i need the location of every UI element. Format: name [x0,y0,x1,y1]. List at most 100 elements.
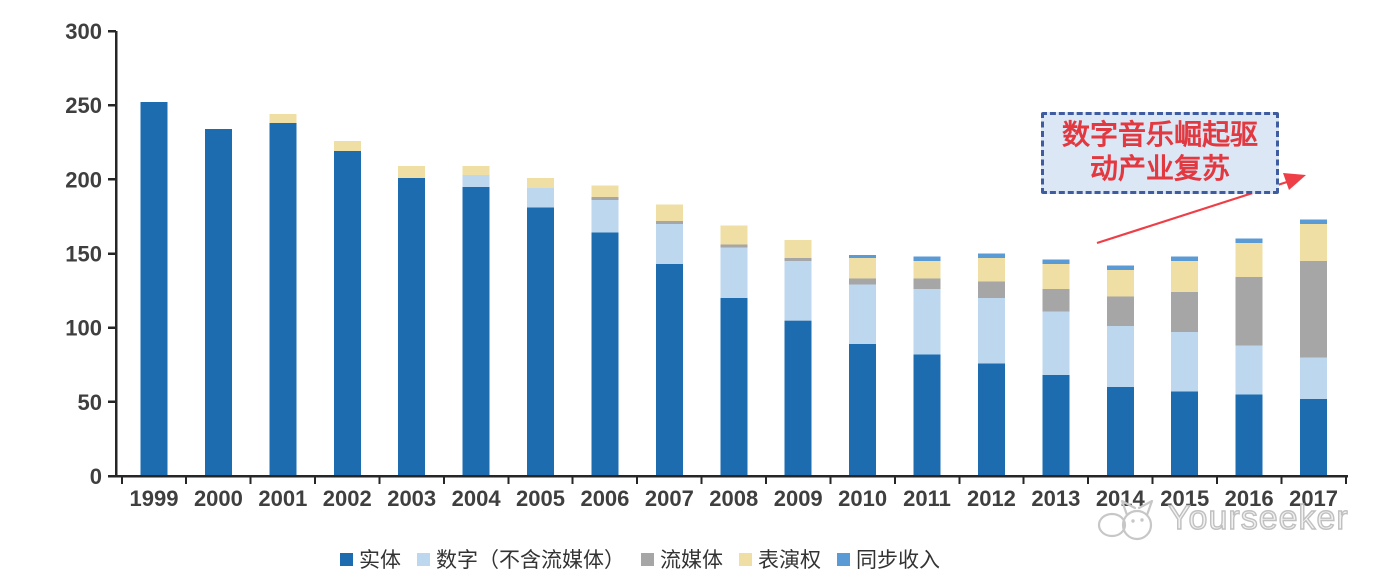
y-axis-tick-label: 150 [65,242,102,267]
bar-segment-实体-2002 [333,151,361,476]
bar-segment-实体-2004 [462,186,490,477]
legend-swatch-icon [417,552,430,566]
x-axis-year-label: 2007 [645,486,694,511]
x-axis-year-label: 2017 [1289,486,1338,511]
bar-segment-表演权-2003 [398,166,426,178]
x-axis-year-label: 2011 [903,486,951,511]
bar-segment-表演权-2013 [1042,263,1070,290]
y-axis-tick-label: 100 [65,316,102,341]
bar-segment-数字（不含流媒体）-2017 [1300,357,1328,399]
x-axis-year-label: 2005 [516,486,565,511]
bar-segment-流媒体-2009 [784,257,812,261]
y-axis-tick-label: 300 [65,19,102,44]
bar-segment-流媒体-2012 [978,281,1005,298]
bar-segment-流媒体-2014 [1106,296,1134,327]
bar-segment-实体-1999 [140,102,168,476]
x-axis-year-label: 2013 [1031,486,1080,511]
bar-segment-数字（不含流媒体）-2005 [527,188,554,208]
bar-segment-实体-2000 [204,128,232,476]
bar-segment-表演权-2017 [1300,223,1328,261]
x-axis-year-label: 2003 [387,486,436,511]
bar-segment-流媒体-2017 [1300,260,1328,358]
x-axis-year-label: 2008 [709,486,758,511]
legend-label: 表演权 [758,548,821,572]
bar-segment-流媒体-2016 [1235,277,1263,346]
annotation-callout: 数字音乐崛起驱 动产业复苏 [1041,112,1279,194]
bar-segment-表演权-2004 [462,166,490,175]
bar-segment-同步收入-2011 [913,256,941,261]
x-axis-year-label: 2010 [838,486,887,511]
legend-item-实体: 实体 [340,544,401,574]
x-axis-year-label: 2014 [1096,486,1146,511]
x-axis-year-label: 2004 [452,486,502,511]
bar-segment-表演权-2012 [978,257,1005,282]
legend-swatch-icon [641,552,654,566]
x-axis-year-label: 1999 [130,486,179,511]
legend-swatch-icon [340,552,353,566]
bar-segment-表演权-2016 [1235,243,1263,278]
legend-item-流媒体: 流媒体 [641,544,723,574]
bar-segment-表演权-2005 [527,177,554,189]
bar-segment-流媒体-2013 [1042,289,1070,312]
bar-segment-实体-2017 [1300,398,1328,476]
bar-segment-实体-2007 [655,263,683,476]
y-axis-tick-label: 250 [65,93,102,118]
bar-segment-表演权-2015 [1171,260,1199,293]
legend-swatch-icon [837,552,850,566]
bar-segment-实体-2005 [527,207,554,476]
bar-segment-数字（不含流媒体）-2006 [591,200,619,233]
bar-segment-实体-2015 [1171,391,1199,476]
bar-segment-数字（不含流媒体）-2008 [720,247,748,298]
x-axis-year-label: 2009 [774,486,823,511]
bar-segment-表演权-2002 [333,140,361,152]
x-axis-year-label: 2012 [967,486,1016,511]
x-axis-year-label: 2002 [323,486,372,511]
bar-segment-数字（不含流媒体）-2013 [1042,311,1070,376]
legend-item-表演权: 表演权 [739,544,821,574]
x-axis-year-label: 2015 [1160,486,1209,511]
bar-segment-表演权-2009 [784,240,812,258]
x-axis-year-label: 2000 [194,486,243,511]
bar-segment-表演权-2008 [720,225,748,245]
bar-segment-同步收入-2010 [849,255,877,258]
bar-segment-表演权-2001 [269,114,297,123]
annotation-arrowhead-icon [1283,173,1306,190]
bar-segment-实体-2006 [591,232,619,476]
bar-segment-同步收入-2013 [1042,259,1070,264]
bar-segment-流媒体-2010 [849,278,877,285]
y-axis-tick-label: 200 [65,167,102,192]
legend-label: 实体 [359,548,401,572]
bar-segment-表演权-2014 [1106,269,1134,297]
bar-segment-同步收入-2017 [1300,219,1328,224]
bar-segment-数字（不含流媒体）-2011 [913,289,941,355]
legend-label: 数字（不含流媒体） [436,548,625,572]
bar-segment-数字（不含流媒体）-2016 [1235,345,1263,395]
bar-segment-数字（不含流媒体）-2010 [849,284,877,344]
bar-segment-实体-2011 [913,354,941,476]
bar-segment-表演权-2010 [849,257,877,279]
bar-segment-实体-2003 [398,177,426,477]
bar-segment-数字（不含流媒体）-2004 [462,174,490,187]
legend-item-数字（不含流媒体）: 数字（不含流媒体） [417,544,625,574]
chart-legend: 实体 数字（不含流媒体） 流媒体 表演权 同步收入 [0,544,1280,574]
bar-segment-实体-2013 [1042,375,1070,476]
bar-segment-流媒体-2011 [913,278,941,290]
bar-segment-实体-2009 [784,320,812,477]
bar-segment-实体-2016 [1235,394,1263,476]
legend-label: 同步收入 [856,548,940,572]
bar-segment-数字（不含流媒体）-2007 [655,223,683,264]
bar-segment-表演权-2007 [655,204,683,221]
x-axis-year-label: 2001 [258,486,307,511]
y-axis-tick-label: 50 [78,390,102,415]
bar-segment-实体-2012 [978,363,1005,476]
bar-segment-表演权-2006 [591,185,619,198]
bar-segment-实体-2010 [849,344,877,476]
bar-segment-流媒体-2007 [655,220,683,224]
bar-segment-流媒体-2008 [720,244,748,248]
bar-segment-同步收入-2014 [1106,265,1134,270]
bar-segment-数字（不含流媒体）-2009 [784,260,812,321]
bar-segment-实体-2001 [269,123,297,476]
bar-segment-实体-2014 [1106,387,1134,476]
